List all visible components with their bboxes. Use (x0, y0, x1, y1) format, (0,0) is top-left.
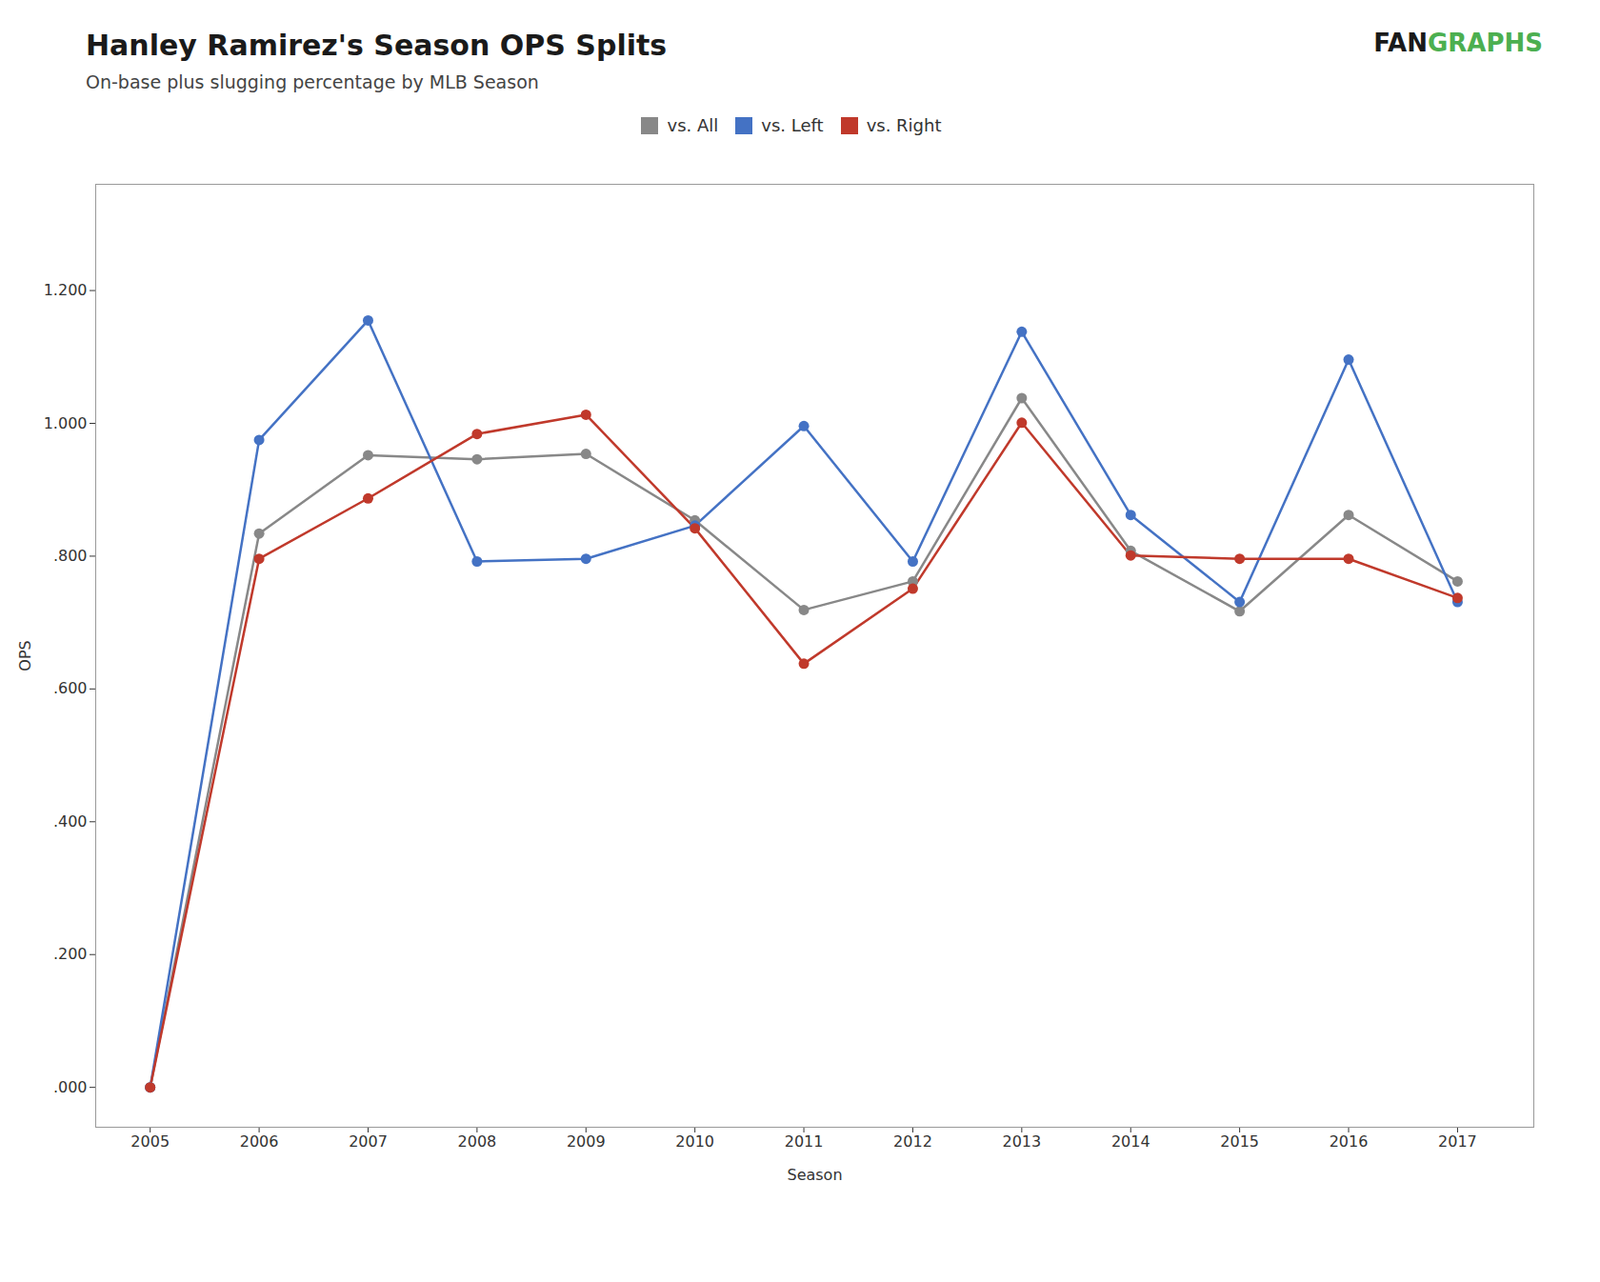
svg-text:2014: 2014 (1111, 1132, 1151, 1151)
svg-text:2005: 2005 (130, 1132, 170, 1151)
svg-text:.200: .200 (53, 944, 88, 963)
html-text:vs. Left: vs. Left (761, 115, 824, 136)
svg-text:2009: 2009 (566, 1132, 606, 1151)
svg-text:.000: .000 (53, 1078, 88, 1097)
html-text:On-base plus slugging percenta: On-base plus slugging percentage by MLB … (85, 71, 539, 93)
svg-text:.400: .400 (53, 812, 88, 831)
svg-text:2012: 2012 (893, 1132, 933, 1151)
svg-text:2015: 2015 (1220, 1132, 1260, 1151)
svg-text:1.200: 1.200 (43, 280, 88, 300)
svg-text:2006: 2006 (240, 1132, 280, 1151)
svg-text:2010: 2010 (675, 1132, 715, 1151)
svg-text:.600: .600 (53, 679, 88, 698)
svg-text:1.000: 1.000 (43, 414, 88, 433)
html-text:Hanley Ramirez's Season OPS Sp: Hanley Ramirez's Season OPS Splits (85, 28, 667, 62)
html-text:vs. All: vs. All (667, 115, 719, 136)
svg-text:2013: 2013 (1001, 1132, 1041, 1151)
html-text:vs. Right: vs. Right (866, 115, 942, 136)
svg-text:.800: .800 (53, 546, 88, 565)
svg-text:2008: 2008 (458, 1132, 498, 1151)
svg-text:2017: 2017 (1438, 1132, 1478, 1151)
svg-text:OPS: OPS (16, 640, 35, 671)
svg-text:2016: 2016 (1329, 1132, 1369, 1151)
svg-text:2007: 2007 (348, 1132, 388, 1151)
svg-text:2011: 2011 (784, 1132, 824, 1151)
html-text:FAN GRAPHS: FAN GRAPHS (1373, 28, 1543, 58)
svg-text:Season: Season (786, 1165, 842, 1184)
